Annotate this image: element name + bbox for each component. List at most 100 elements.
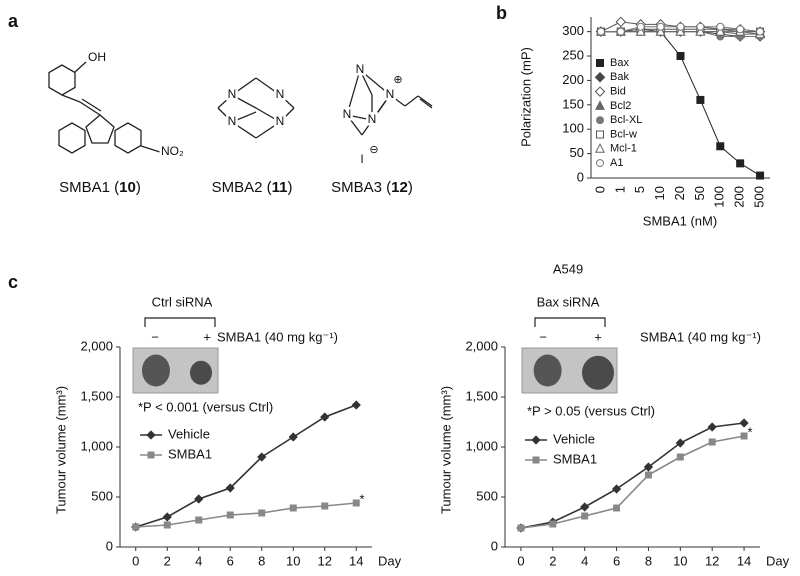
y-tick-label: 250 <box>562 47 584 62</box>
marker <box>739 418 749 428</box>
name-part: ) <box>136 179 141 196</box>
x-axis-title: SMBA1 (nM) <box>643 213 717 228</box>
marker <box>147 451 155 459</box>
bond <box>231 77 257 96</box>
bond <box>231 94 257 109</box>
bond <box>81 98 102 112</box>
marker <box>740 432 748 440</box>
bond <box>359 69 373 96</box>
legend-marker <box>594 72 606 83</box>
marker <box>257 452 267 462</box>
bond <box>346 114 373 121</box>
y-axis-title: Tumour volume (mm³) <box>438 386 453 514</box>
x-tick-label: 10 <box>652 186 667 200</box>
marker <box>162 512 172 522</box>
x-tick-label: 10 <box>286 553 300 568</box>
marker <box>756 27 765 36</box>
name-part: 12 <box>391 179 408 196</box>
x-tick-label: 2 <box>164 553 171 568</box>
y-tick-label: 100 <box>562 121 584 136</box>
x-tick-label: 1 <box>612 186 627 193</box>
marker <box>656 22 665 31</box>
legend-label: Bak <box>610 71 629 83</box>
y-tick-label: 500 <box>476 488 498 503</box>
marker <box>581 512 589 520</box>
x-tick-label: 12 <box>705 553 719 568</box>
annotation: Bax siRNA <box>537 294 600 309</box>
panel-label: c <box>8 272 18 292</box>
x-tick-label: 14 <box>737 553 751 568</box>
y-tick-label: 1,000 <box>465 438 498 453</box>
name-part: SMBA1 ( <box>59 179 119 196</box>
bond <box>361 94 391 136</box>
series-line <box>135 404 357 528</box>
atom-label: N <box>228 114 237 128</box>
y-tick-label: 1,500 <box>80 388 113 403</box>
y-tick-label: 300 <box>562 23 584 38</box>
annotation: SMBA1 (40 mg kg⁻¹) <box>217 329 338 344</box>
legend-label: Mcl-1 <box>610 143 637 155</box>
marker <box>696 95 705 104</box>
legend-label: Bcl2 <box>610 100 631 112</box>
bracket <box>534 317 606 327</box>
bond <box>279 107 295 123</box>
compound-name: SMBA3 (12) <box>331 179 413 196</box>
marker <box>163 521 171 529</box>
y-tick-label: 1,000 <box>80 438 113 453</box>
legend-marker <box>596 159 604 168</box>
marker <box>194 494 204 504</box>
ring <box>58 122 86 154</box>
compound-name: SMBA1 (10) <box>59 179 141 196</box>
annotation: * <box>747 424 752 439</box>
bond <box>359 69 391 96</box>
bracket <box>144 317 216 327</box>
name-part: 10 <box>119 179 136 196</box>
marker <box>676 453 684 461</box>
bond <box>346 69 361 116</box>
marker <box>716 22 725 31</box>
legend-label: Bcl-XL <box>610 114 642 126</box>
marker <box>676 22 685 31</box>
marker <box>707 422 717 432</box>
legend-marker <box>594 143 606 153</box>
atom-label: NO₂ <box>161 144 184 158</box>
x-tick-label: 14 <box>349 553 363 568</box>
legend-label: Vehicle <box>168 426 210 441</box>
x-tick-label: 0 <box>592 186 607 193</box>
atom-label: N <box>276 114 285 128</box>
marker <box>289 504 297 512</box>
marker <box>708 438 716 446</box>
legend-label: Bax <box>610 57 629 69</box>
y-tick-label: 50 <box>570 145 584 160</box>
y-tick-label: 2,000 <box>80 338 113 353</box>
legend-label: SMBA1 <box>553 451 597 466</box>
x-axis-title: Day <box>378 553 402 568</box>
atom-label: I <box>360 152 363 166</box>
y-tick-label: 2,000 <box>465 338 498 353</box>
marker <box>616 27 625 36</box>
marker <box>146 430 156 440</box>
marker <box>531 435 541 445</box>
marker <box>288 432 298 442</box>
marker <box>636 22 645 31</box>
panel-label: b <box>496 3 507 23</box>
x-tick-label: 6 <box>227 553 234 568</box>
bond <box>279 94 295 109</box>
atom-label: N <box>228 87 237 101</box>
annotation: + <box>594 329 602 344</box>
atom-label: OH <box>88 50 106 64</box>
x-tick-label: 4 <box>195 553 202 568</box>
marker <box>132 523 140 531</box>
name-part: SMBA2 ( <box>212 179 272 196</box>
y-tick-label: 0 <box>106 538 113 553</box>
name-part: SMBA3 ( <box>331 179 391 196</box>
bond <box>255 121 281 139</box>
marker <box>716 142 725 151</box>
bond <box>389 94 406 107</box>
bond <box>419 98 433 109</box>
charge: ⊕ <box>393 74 402 86</box>
ring <box>114 122 142 154</box>
marker <box>695 26 706 36</box>
annotation: + <box>203 329 211 344</box>
